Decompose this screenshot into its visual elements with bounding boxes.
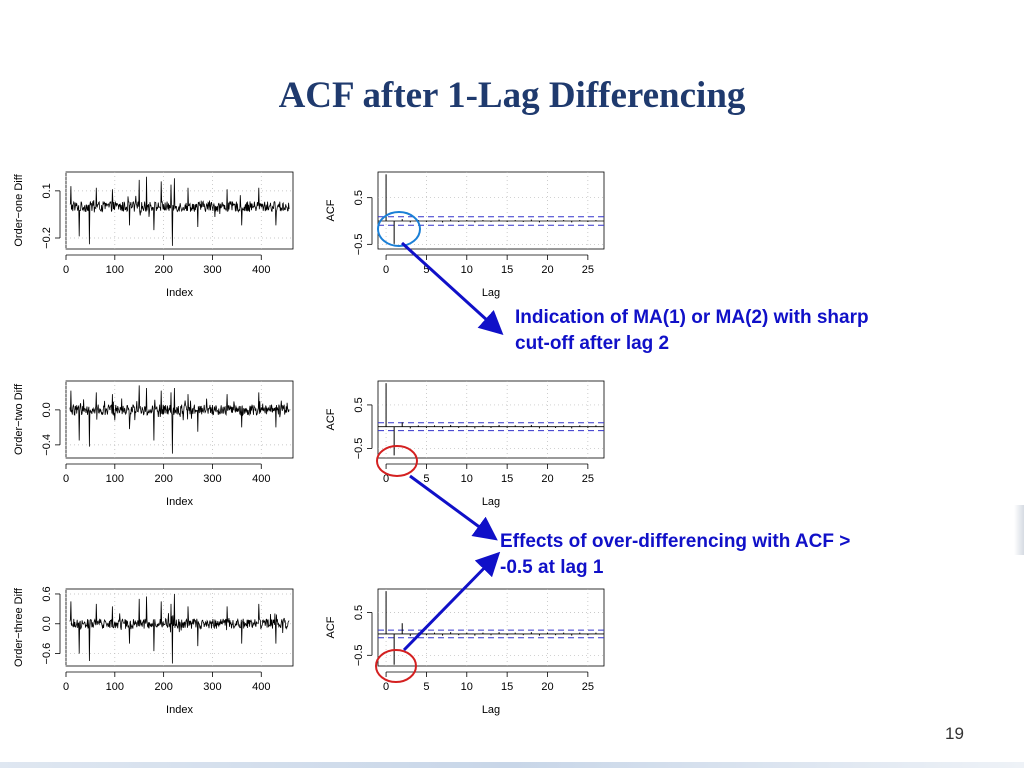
x-tick-label-5-1: 5 xyxy=(423,681,429,693)
x-tick-label-2-0: 0 xyxy=(63,473,69,485)
annotation-ma-cutoff: Indication of MA(1) or MA(2) with sharp … xyxy=(515,307,869,354)
highlight-circle-lag1-row1 xyxy=(377,211,421,247)
chart-2: 0 5 10 15 20 25 −0.5 0.5 Lag ACF xyxy=(325,171,605,299)
plot-frame-2 xyxy=(65,380,294,459)
chart-1: 0 100 200 300 400 −0.2 0.1 Index Order−one Diff xyxy=(13,171,294,299)
page-number: 19 xyxy=(945,724,964,743)
x-axis-title-3: Lag xyxy=(482,496,500,508)
x-tick-label-5-5: 25 xyxy=(582,681,594,693)
y-tick-label-4-0: −0.6 xyxy=(41,643,53,665)
y-axis-title-0: Order−one Diff xyxy=(13,173,25,246)
plot-frame-0 xyxy=(65,171,294,250)
annotation-over-differencing: Effects of over-differencing with ACF > … xyxy=(500,531,851,578)
x-tick-label-3-5: 25 xyxy=(582,473,594,485)
x-tick-label-4-0: 0 xyxy=(63,681,69,693)
y-axis-title-1: ACF xyxy=(325,199,337,221)
x-tick-label-0-2: 200 xyxy=(154,264,172,276)
y-tick-label-0-1: 0.1 xyxy=(41,183,53,198)
x-axis-title-4: Index xyxy=(166,704,193,716)
overlay-layer xyxy=(375,211,504,683)
x-tick-label-2-1: 100 xyxy=(106,473,124,485)
x-tick-label-1-2: 10 xyxy=(461,264,473,276)
x-tick-label-5-0: 0 xyxy=(383,681,389,693)
slide-footer-band xyxy=(0,762,1024,768)
highlight-circle-lag1-row2 xyxy=(376,445,418,477)
y-tick-label-3-0: −0.5 xyxy=(353,438,365,460)
arrow-row2-to-annotation-2 xyxy=(409,474,498,541)
x-tick-label-0-0: 0 xyxy=(63,264,69,276)
x-tick-label-4-1: 100 xyxy=(106,681,124,693)
y-tick-label-1-0: −0.5 xyxy=(353,233,365,255)
x-tick-label-5-4: 20 xyxy=(541,681,553,693)
x-tick-label-4-2: 200 xyxy=(154,681,172,693)
x-tick-label-1-4: 20 xyxy=(541,264,553,276)
y-axis-title-2: Order−two Diff xyxy=(13,383,25,455)
slide-edge-decoration xyxy=(1014,505,1024,555)
x-tick-label-5-2: 10 xyxy=(461,681,473,693)
x-tick-label-1-5: 25 xyxy=(582,264,594,276)
plot-frame-1 xyxy=(377,171,605,250)
x-tick-label-2-3: 300 xyxy=(203,473,221,485)
y-tick-label-2-0: −0.4 xyxy=(41,434,53,456)
y-tick-label-4-1: 0.0 xyxy=(41,616,53,631)
arrow-to-annotation-1 xyxy=(400,241,504,336)
x-axis-title-1: Lag xyxy=(482,287,500,299)
x-tick-label-2-4: 400 xyxy=(252,473,270,485)
x-tick-label-1-1: 5 xyxy=(423,264,429,276)
x-axis-title-2: Index xyxy=(166,496,193,508)
chart-4: 0 5 10 15 20 25 −0.5 0.5 Lag ACF xyxy=(325,380,605,508)
y-axis-title-3: ACF xyxy=(325,408,337,430)
x-tick-label-0-3: 300 xyxy=(203,264,221,276)
y-axis-title-4: Order−three Diff xyxy=(13,587,25,667)
plot-frame-3 xyxy=(377,380,605,459)
x-tick-label-1-0: 0 xyxy=(383,264,389,276)
x-tick-label-2-2: 200 xyxy=(154,473,172,485)
arrow-row3-to-annotation-2 xyxy=(402,551,501,652)
x-tick-label-3-1: 5 xyxy=(423,473,429,485)
x-tick-label-3-0: 0 xyxy=(383,473,389,485)
y-tick-label-2-1: 0.0 xyxy=(41,402,53,417)
y-axis-title-5: ACF xyxy=(325,616,337,638)
slide-title: ACF after 1-Lag Differencing xyxy=(278,75,746,116)
x-tick-label-3-4: 20 xyxy=(541,473,553,485)
x-tick-label-3-3: 15 xyxy=(501,473,513,485)
y-tick-label-5-1: 0.5 xyxy=(353,605,365,620)
chart-5: 0 100 200 300 400 −0.6 0.0 0.6 Index Order−three … xyxy=(13,586,294,716)
y-tick-label-3-1: 0.5 xyxy=(353,397,365,412)
x-axis-title-5: Lag xyxy=(482,704,500,716)
x-tick-label-4-4: 400 xyxy=(252,681,270,693)
y-tick-label-4-2: 0.6 xyxy=(41,586,53,601)
series-line-2 xyxy=(69,385,290,454)
highlight-circle-lag1-row3 xyxy=(375,649,417,683)
series-line-4 xyxy=(69,593,290,664)
plot-frame-5 xyxy=(377,588,605,667)
x-tick-label-4-3: 300 xyxy=(203,681,221,693)
chart-6: 0 5 10 15 20 25 −0.5 0.5 Lag ACF xyxy=(325,588,605,716)
x-tick-label-3-2: 10 xyxy=(461,473,473,485)
x-tick-label-5-3: 15 xyxy=(501,681,513,693)
y-tick-label-0-0: −0.2 xyxy=(41,227,53,249)
x-tick-label-0-1: 100 xyxy=(106,264,124,276)
x-tick-label-0-4: 400 xyxy=(252,264,270,276)
plot-frame-4 xyxy=(65,588,294,667)
chart-3: 0 100 200 300 400 −0.4 0.0 Index Order−two Diff xyxy=(13,380,294,508)
series-line-0 xyxy=(69,176,290,246)
x-axis-title-0: Index xyxy=(166,287,193,299)
y-tick-label-1-1: 0.5 xyxy=(353,190,365,205)
y-tick-label-5-0: −0.5 xyxy=(353,644,365,666)
x-tick-label-1-3: 15 xyxy=(501,264,513,276)
